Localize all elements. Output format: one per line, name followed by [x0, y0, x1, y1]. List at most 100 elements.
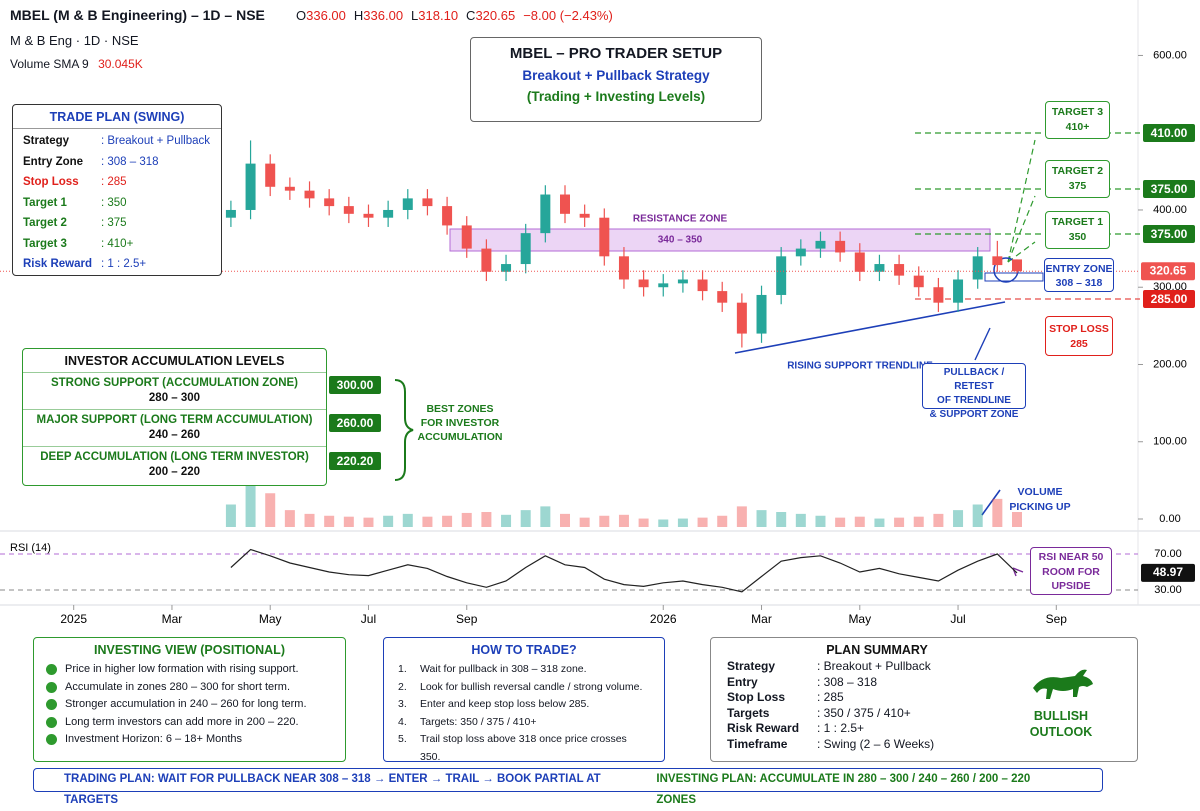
- volume-bar: [658, 519, 669, 527]
- y-tick-label: 600.00: [1153, 49, 1187, 61]
- x-tick-label: Jul: [950, 612, 965, 626]
- row-value: : 1 : 2.5+: [101, 258, 147, 270]
- target-value: 410+: [1065, 121, 1090, 133]
- target-title: TARGET 2: [1051, 165, 1104, 177]
- investor-row: MAJOR SUPPORT (LONG TERM ACCUMULATION) 24…: [23, 409, 326, 446]
- row-label: Timeframe: [727, 736, 788, 751]
- bull-shape: [1033, 669, 1093, 699]
- volume-note-line: PICKING UP: [1009, 501, 1071, 513]
- volume-bar: [815, 515, 826, 527]
- volume-bar: [304, 513, 315, 527]
- row-label: Target 1: [23, 196, 67, 209]
- check-icon: [46, 716, 57, 728]
- rsi-line: [230, 548, 1018, 593]
- y-tick-label: 100.00: [1153, 436, 1187, 448]
- check-icon: [46, 734, 57, 745]
- target-tag: 375.00: [1143, 225, 1195, 243]
- note-line: FOR INVESTOR: [420, 417, 500, 429]
- symbol: M & B Eng · 1D · NSE: [10, 33, 139, 48]
- row-value: : 350: [101, 196, 127, 209]
- badge: BULLISH OUTLOOK: [1011, 708, 1111, 740]
- x-tick-label: Mar: [751, 612, 772, 626]
- volume-bar: [835, 517, 846, 527]
- candle-body: [736, 302, 747, 334]
- x-tick-label: Mar: [162, 612, 183, 626]
- last-price-label: 320.65: [1150, 263, 1187, 277]
- target-lines: [915, 132, 1140, 263]
- trade-plan-row: Stop Loss: 285: [23, 172, 211, 193]
- brace: [394, 379, 414, 481]
- candle-body: [756, 294, 767, 334]
- volume-bar: [402, 513, 413, 527]
- setup-line: (Trading + Investing Levels): [526, 89, 706, 104]
- note-line: ACCUMULATION: [417, 431, 503, 443]
- summary-row: Entry: 308 – 318: [727, 675, 1121, 691]
- row-label: Target 3: [23, 237, 67, 250]
- candle-body: [599, 217, 610, 257]
- rsi-tick-label: 70.00: [1154, 548, 1182, 560]
- candle-body: [284, 186, 295, 191]
- ohlc-key: H: [353, 8, 364, 23]
- pullback-line: PULLBACK / RETEST: [943, 367, 1005, 392]
- stop-tag: 285.00: [1143, 290, 1195, 308]
- candle-body: [304, 190, 315, 199]
- target-box: TARGET 2 375: [1045, 160, 1110, 198]
- volume-bar: [245, 470, 256, 527]
- volume-value: 30.045K: [98, 57, 143, 71]
- candle-body: [874, 264, 885, 272]
- summary-row: Targets: 350 / 375 / 410+: [727, 706, 1121, 722]
- candle-body: [697, 279, 708, 292]
- item-text: Long term investors can add more in 200 …: [65, 715, 299, 728]
- volume-note: VOLUME PICKING UP: [1005, 485, 1075, 515]
- rsi-tick-label: 30.00: [1154, 584, 1182, 596]
- price-layer: [225, 140, 1022, 348]
- check-icon: [46, 681, 57, 693]
- y-tick-label: 400.00: [1153, 204, 1187, 216]
- rsi-note-line: RSI NEAR 50: [1038, 551, 1104, 563]
- candle-body: [992, 256, 1003, 266]
- how-item: 4. Targets: 350 / 375 / 410+: [398, 714, 650, 732]
- investing-item: Stronger accumulation in 240 – 260 for l…: [46, 696, 333, 714]
- ohlc-key: O: [296, 8, 307, 23]
- investor-note: BEST ZONES FOR INVESTOR ACCUMULATION: [410, 402, 510, 444]
- setup-title: MBEL – PRO TRADER SETUP: [509, 45, 723, 62]
- last-price-tag: [1141, 262, 1195, 281]
- volume-bar: [972, 504, 983, 527]
- trade-plan-row: Risk Reward: 1 : 2.5+: [23, 254, 211, 275]
- resistance-title: RESISTANCE ZONE: [633, 214, 728, 225]
- volume-bar: [933, 513, 944, 527]
- candle-body: [894, 264, 905, 276]
- how-items: 1. Wait for pullback in 308 – 318 zone. 2.…: [398, 661, 650, 766]
- investor-range: 200 – 220: [148, 466, 201, 478]
- candle-body: [579, 213, 590, 218]
- summary-row: Risk Reward: 1 : 2.5+: [727, 721, 1121, 737]
- volume-bar: [579, 517, 590, 527]
- candle-body: [461, 225, 472, 249]
- candle-body: [972, 256, 983, 280]
- volume-bar: [442, 515, 453, 527]
- item-number: 1.: [398, 663, 407, 675]
- row-value: : 308 – 318: [817, 674, 878, 689]
- volume-bar: [540, 506, 551, 527]
- check-icon: [46, 664, 57, 675]
- row-label: Target 2: [23, 217, 67, 229]
- investor-range: 280 – 300: [148, 392, 201, 404]
- volume-bar: [599, 515, 610, 527]
- stop-box: STOP LOSS 285: [1045, 316, 1113, 356]
- x-tick-label: May: [848, 612, 871, 626]
- stop-title: STOP LOSS: [1049, 323, 1109, 335]
- target-tag: 375.00: [1143, 180, 1195, 198]
- candle-body: [245, 163, 256, 210]
- ohlc-change: −8.00 (−2.43%): [523, 8, 613, 23]
- candle-body: [1012, 259, 1022, 272]
- candle-body: [520, 233, 531, 265]
- volume-bar: [324, 515, 335, 527]
- candle-body: [776, 256, 787, 295]
- item-number: 2.: [398, 680, 407, 693]
- row-label: Entry Zone: [23, 155, 84, 168]
- row-label: Targets: [727, 705, 770, 720]
- support-trendline: [734, 301, 1006, 354]
- candle-body: [953, 279, 964, 303]
- investing-item: Investment Horizon: 6 – 18+ Months: [46, 731, 333, 749]
- candle-body: [383, 209, 394, 218]
